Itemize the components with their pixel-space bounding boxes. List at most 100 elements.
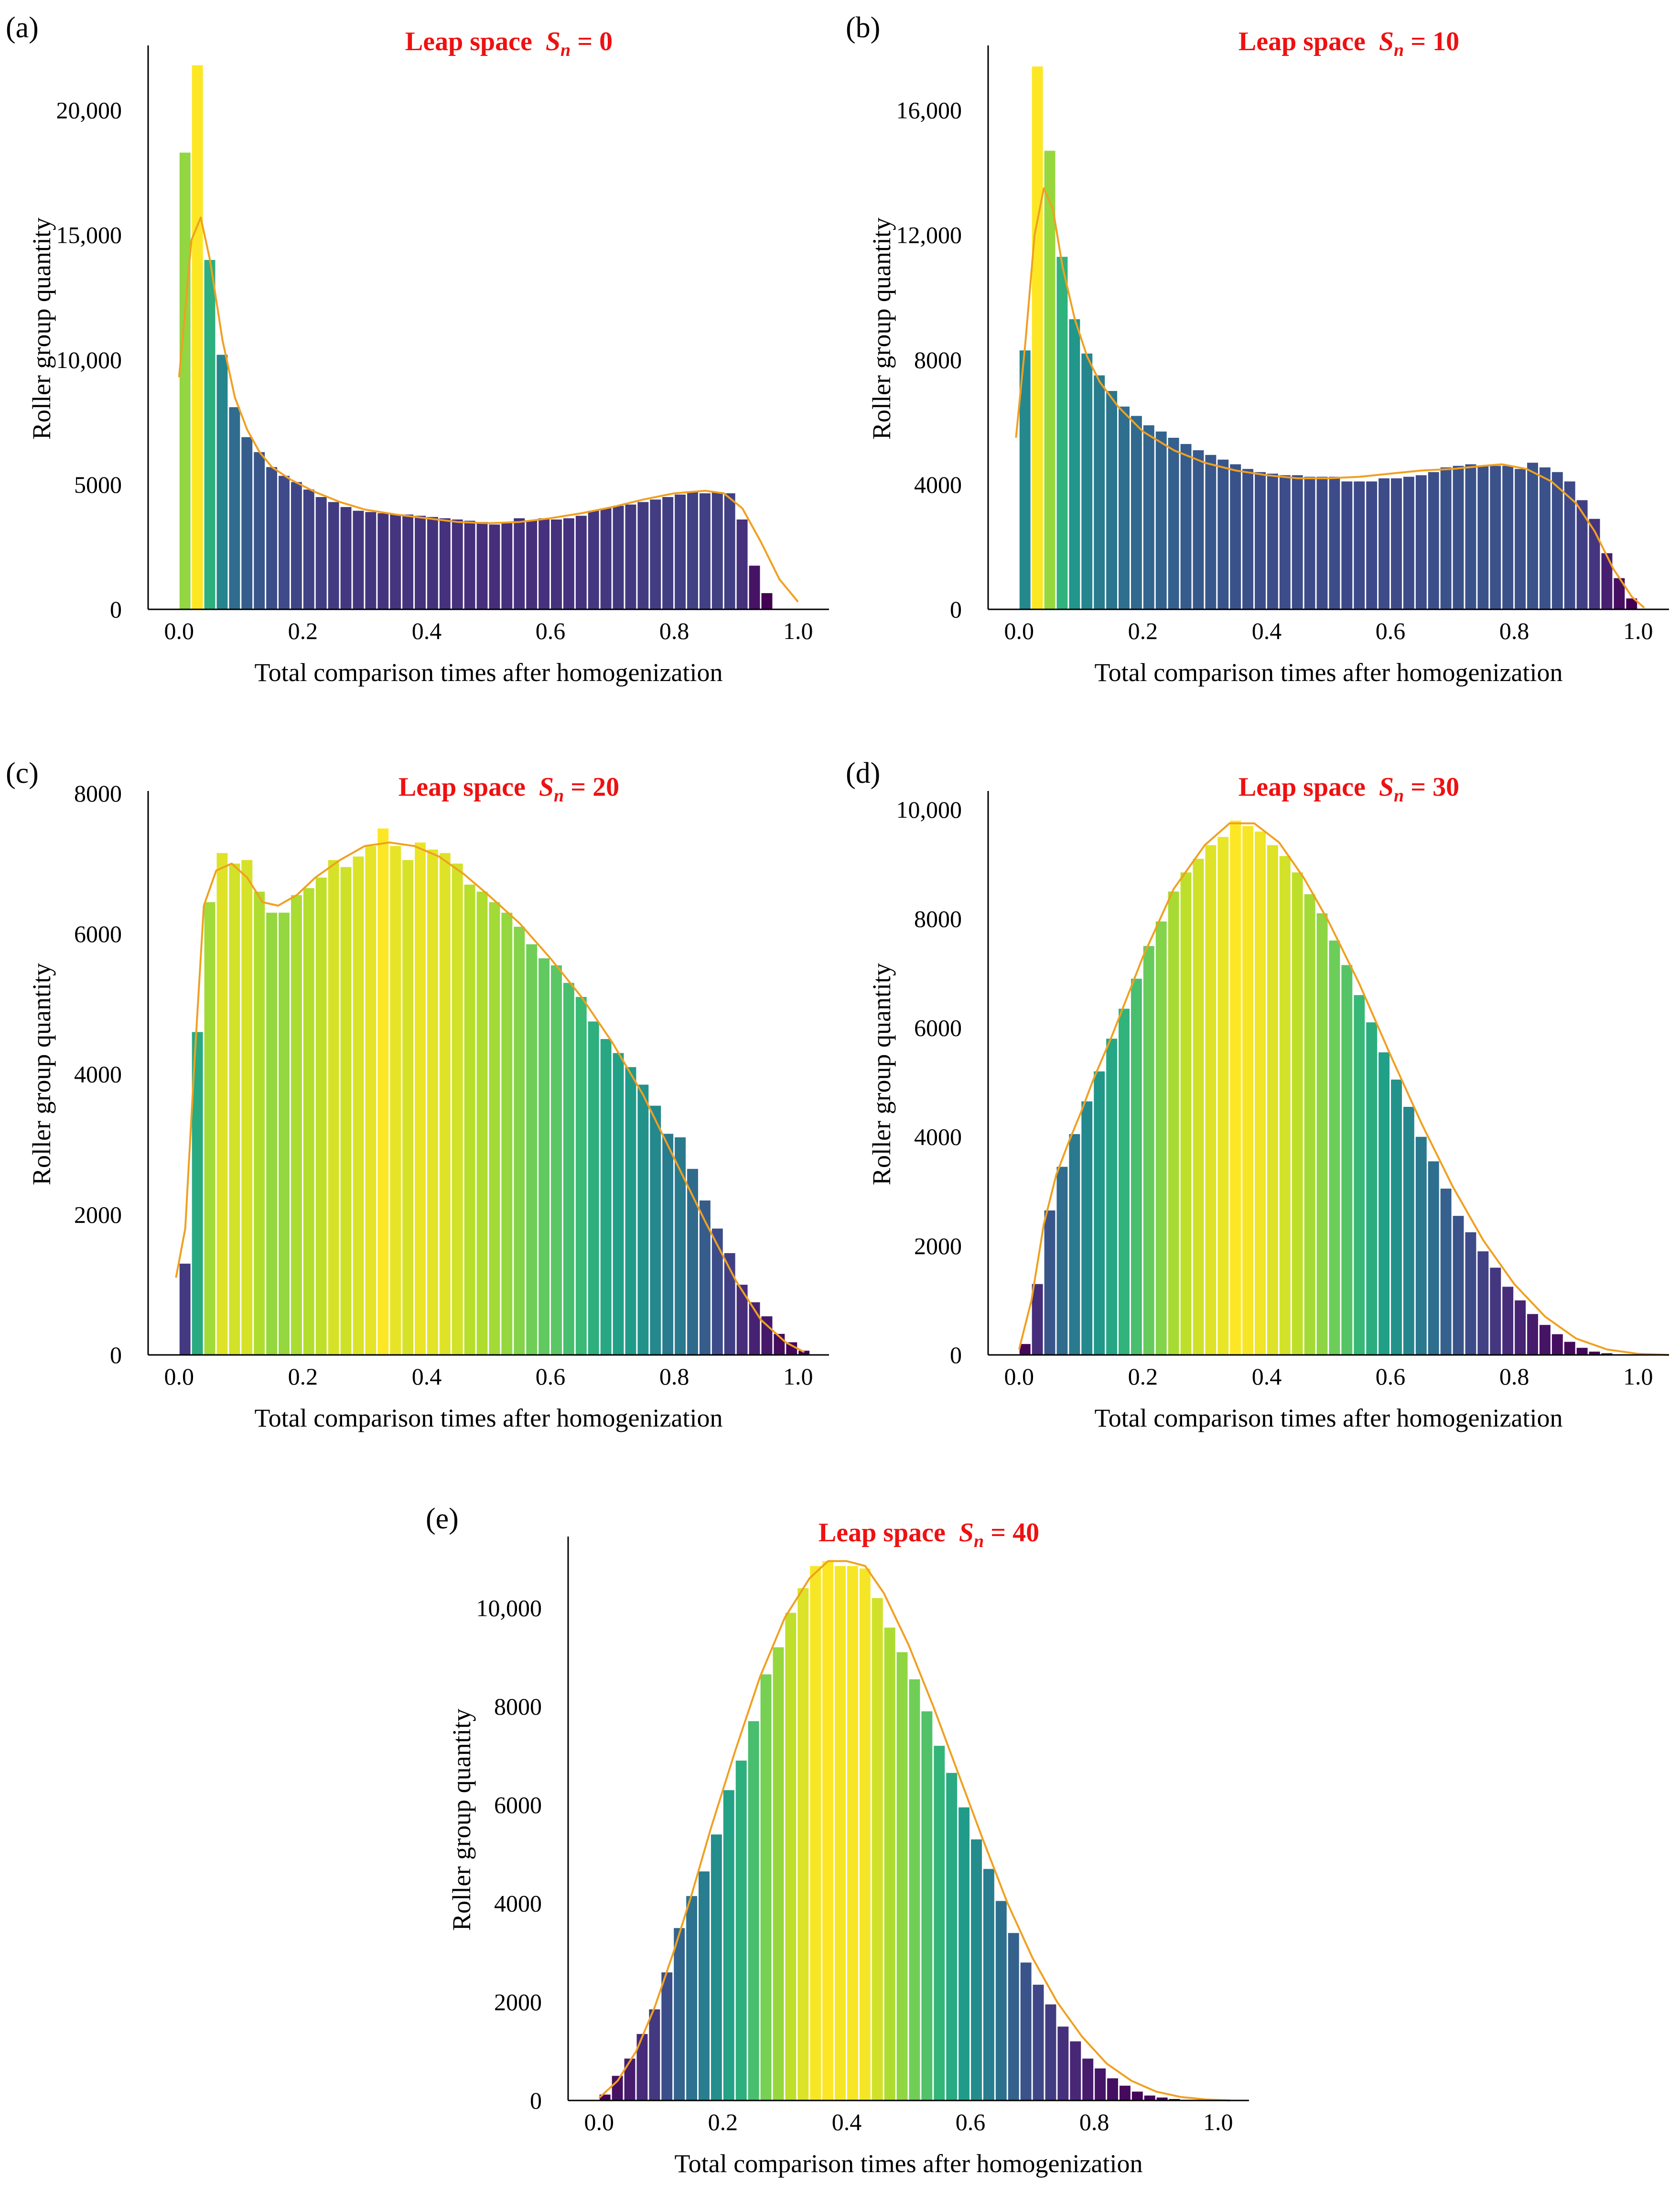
bar [241,860,253,1355]
y-tick-label: 8000 [914,905,962,932]
bar [699,1200,711,1355]
bar [1391,1079,1402,1355]
bar [625,504,636,609]
bar [1601,553,1613,609]
y-tick-label: 8000 [74,780,122,807]
bar [1527,463,1538,609]
bar [1180,444,1192,609]
bar [1205,455,1217,610]
bar [1255,831,1266,1355]
bar [637,502,649,609]
y-tick-label: 5000 [74,471,122,498]
bar [675,1137,686,1355]
bar [365,846,377,1355]
bar [538,958,550,1355]
bar [1378,478,1390,609]
x-tick-label: 1.0 [783,1363,813,1390]
bar [1601,1353,1613,1355]
x-axis-label: Total comparison times after homogenizat… [255,1404,723,1432]
bar [501,522,513,609]
bar [662,497,674,609]
y-tick-label: 4000 [494,1890,542,1917]
y-tick-label: 0 [950,596,962,623]
bar [736,520,748,609]
title-subscript: n [554,786,564,806]
y-tick-label: 2000 [74,1201,122,1228]
title-prefix: Leap space [405,27,546,56]
bar [1094,1071,1105,1355]
bar [1095,2068,1106,2100]
bar [1180,872,1192,1355]
bar [303,489,314,609]
bar [1465,1232,1476,1355]
bar [1242,826,1254,1355]
bar [822,1561,834,2100]
bar [872,1598,883,2100]
bar [760,1674,772,2100]
title-symbol: S [539,772,554,802]
bar [1056,257,1068,609]
bar [1453,1216,1464,1355]
bar [588,510,599,609]
y-tick-label: 6000 [494,1792,542,1818]
bar [711,1834,722,2100]
bar [204,260,215,609]
x-axis-label: Total comparison times after homogenizat… [1095,1404,1563,1432]
bar [1329,941,1340,1355]
bar [636,2034,648,2100]
title-prefix: Leap space [818,1518,959,1548]
bar [1168,891,1179,1355]
title-symbol: S [1379,27,1394,56]
bar [1354,995,1365,1355]
bar [661,1972,673,2100]
bar [291,482,302,609]
x-tick-label: 0.6 [536,1363,566,1390]
bar [514,927,525,1355]
bar [1453,465,1464,609]
bar [377,828,389,1355]
bar [526,944,538,1355]
bar [377,513,389,609]
x-tick-label: 0.2 [288,1363,318,1390]
bar [1428,472,1439,609]
bar [501,912,513,1355]
panel-label: (a) [6,11,39,44]
bar [699,1871,710,2100]
bar [1440,1189,1452,1355]
x-tick-label: 0.8 [1079,2109,1109,2135]
x-tick-label: 0.0 [164,1363,194,1390]
x-tick-label: 0.4 [412,1363,442,1390]
bar [365,512,377,609]
bar [1082,2058,1094,2100]
bar [427,517,438,609]
bar [464,884,475,1355]
bar [1106,391,1118,609]
bar [624,2058,635,2100]
y-tick-label: 6000 [914,1015,962,1041]
title-subscript: n [1394,40,1404,60]
bar [315,877,327,1355]
y-tick-label: 10,000 [476,1594,542,1621]
bars [179,65,773,610]
y-tick-label: 8000 [914,346,962,373]
y-tick-label: 2000 [494,1989,542,2015]
x-tick-label: 0.4 [832,2109,862,2135]
bar [254,891,265,1355]
bar [1106,1039,1118,1355]
bar [1131,2091,1143,2100]
bar [1070,2041,1081,2100]
x-tick-label: 0.4 [1252,1363,1282,1390]
y-tick-label: 4000 [914,471,962,498]
x-tick-label: 0.8 [1499,617,1529,644]
bar [241,437,253,609]
kde-line [1015,187,1645,609]
bar [1193,858,1204,1355]
y-tick-label: 10,000 [896,796,962,823]
x-tick-label: 0.2 [288,617,318,644]
bar [798,1351,810,1355]
bar [650,1105,661,1355]
bar [1069,319,1080,609]
x-tick-label: 0.8 [659,617,689,644]
x-tick-label: 0.6 [956,2109,986,2135]
bar [649,2009,660,2100]
